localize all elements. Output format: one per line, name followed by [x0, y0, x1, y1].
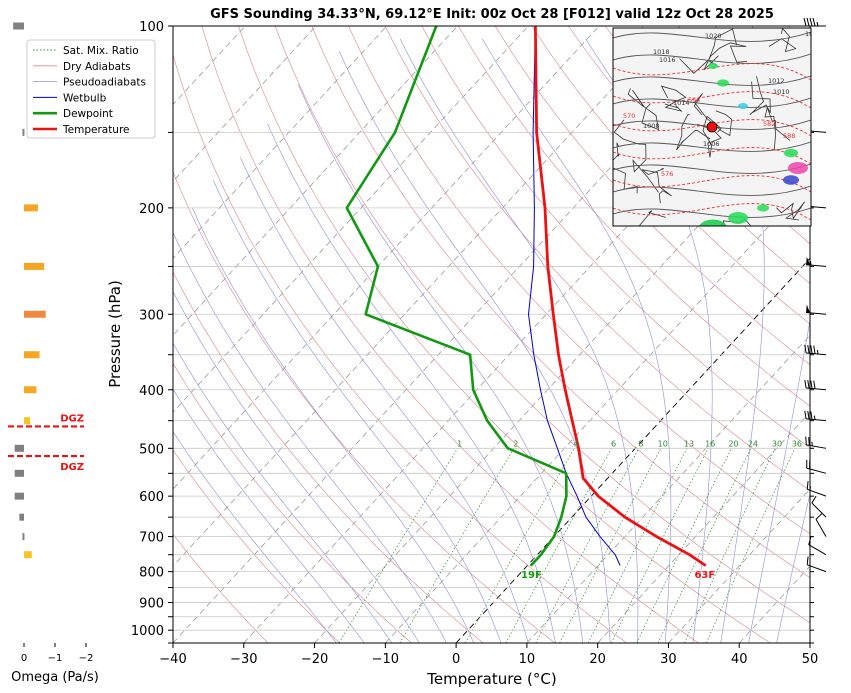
- omega-bar: [24, 417, 30, 424]
- chart-title: GFS Sounding 34.33°N, 69.12°E Init: 00z …: [210, 7, 774, 22]
- x-tick-label: 0: [452, 652, 460, 667]
- map-precip-area: [738, 103, 748, 109]
- omega-bar: [13, 23, 24, 30]
- map-isobar-label: 1006: [703, 140, 720, 148]
- y-tick-label: 800: [139, 566, 164, 581]
- y-axis-label: Pressure (hPa): [106, 280, 124, 388]
- mixing-ratio-label: 6: [611, 439, 616, 448]
- y-tick-label: 900: [139, 597, 164, 612]
- mixing-ratio-label: 2: [513, 439, 518, 448]
- x-tick-label: 10: [519, 652, 536, 667]
- map-precip-area: [784, 149, 798, 157]
- omega-axis-label: Omega (Pa/s): [11, 670, 99, 685]
- mixing-ratio-label: 10: [658, 439, 668, 448]
- mixing-ratio-label: 8: [638, 439, 643, 448]
- omega-bar: [22, 533, 24, 540]
- omega-bar: [24, 351, 40, 358]
- map-height-label: 576: [661, 170, 673, 178]
- y-tick-label: 600: [139, 490, 164, 505]
- map-isobar-label: 1012: [768, 77, 785, 85]
- map-precip-area: [708, 63, 718, 69]
- omega-bar: [15, 470, 24, 477]
- map-precip-area: [757, 204, 769, 211]
- map-precip-area: [783, 175, 799, 185]
- wind-barb-half: [810, 261, 811, 265]
- map-isobar-label: 1008: [643, 122, 660, 130]
- y-tick-label: 200: [139, 202, 164, 217]
- omega-tick-label: −1: [48, 653, 63, 664]
- x-tick-label: −20: [301, 652, 328, 667]
- map-isobar-label: 1016: [659, 56, 676, 64]
- x-tick-label: 50: [802, 652, 819, 667]
- omega-bar: [15, 445, 24, 452]
- omega-bar: [24, 311, 46, 318]
- legend: Sat. Mix. Ratio Dry Adiabats Pseudoadiabat…: [27, 40, 155, 138]
- mixing-ratio-label: 36: [792, 439, 802, 448]
- wind-barb-half: [814, 416, 815, 420]
- omega-bar: [24, 386, 36, 393]
- legend-label: Pseudoadiabats: [63, 77, 146, 89]
- x-axis-label: Temperature (°C): [426, 670, 556, 688]
- x-tick-label: 20: [589, 652, 606, 667]
- wind-barb-flag: [809, 437, 810, 445]
- wind-barb-flag: [806, 437, 807, 445]
- omega-bar: [19, 514, 24, 521]
- legend-label: Temperature: [62, 124, 130, 136]
- map-height-label: 588: [783, 132, 795, 140]
- omega-tick-label: 0: [21, 653, 27, 664]
- x-tick-label: −40: [159, 652, 186, 667]
- x-tick-label: −10: [372, 652, 399, 667]
- map-height-label: 564: [688, 96, 700, 104]
- mixing-ratio-label: 1: [457, 439, 462, 448]
- map-precip-area: [788, 162, 808, 174]
- y-tick-label: 1000: [131, 624, 164, 639]
- omega-bar: [15, 493, 24, 500]
- mixing-ratio-label: 4: [574, 439, 579, 448]
- omega-tick-label: −2: [79, 653, 94, 664]
- surface-value-label: 63F: [694, 570, 715, 581]
- legend-label: Sat. Mix. Ratio: [63, 45, 139, 57]
- omega-bar: [24, 551, 32, 558]
- surface-value-label: 19F: [521, 570, 542, 581]
- map-isobar-label: 1010: [773, 88, 790, 96]
- mixing-ratio-label: 13: [684, 439, 694, 448]
- y-tick-label: 500: [139, 442, 164, 457]
- legend-label: Dewpoint: [63, 108, 113, 120]
- x-tick-label: 30: [660, 652, 677, 667]
- map-height-label: 570: [623, 112, 635, 120]
- dgz-label: DGZ: [60, 462, 84, 473]
- mixing-ratio-label: 16: [705, 439, 715, 448]
- map-height-label: 582: [763, 120, 775, 128]
- y-tick-label: 100: [139, 20, 164, 35]
- wind-barb-half: [817, 350, 818, 354]
- map-isobar-label: 1020: [705, 32, 722, 40]
- map-precip-area: [728, 212, 748, 224]
- y-tick-label: 700: [139, 531, 164, 546]
- inset-map: 1020101810161014101210101008100610245645…: [606, 17, 821, 249]
- map-isobar-label: 1018: [653, 48, 670, 56]
- dgz-label: DGZ: [60, 413, 84, 424]
- omega-bar: [24, 204, 38, 211]
- map-location-marker: [707, 122, 717, 132]
- y-tick-label: 400: [139, 384, 164, 399]
- omega-bar: [24, 263, 44, 270]
- legend-label: Wetbulb: [63, 92, 107, 104]
- omega-bar: [22, 129, 24, 136]
- x-tick-label: −30: [230, 652, 257, 667]
- x-tick-label: 40: [731, 652, 748, 667]
- y-tick-label: 300: [139, 308, 164, 323]
- legend-label: Dry Adiabats: [63, 61, 131, 73]
- mixing-ratio-label: 20: [728, 439, 738, 448]
- mixing-ratio-label: 30: [772, 439, 782, 448]
- mixing-ratio-label: 24: [748, 439, 758, 448]
- map-precip-area: [717, 79, 729, 86]
